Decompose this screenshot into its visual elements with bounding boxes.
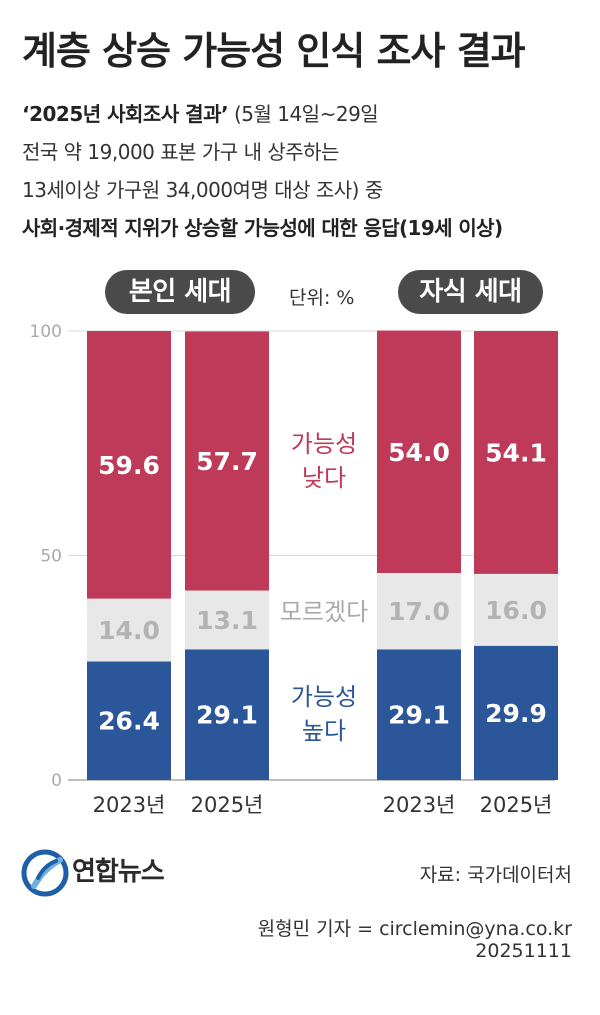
data-label: 16.0 [485,596,547,625]
bar-segment [377,330,461,574]
x-tick-label: 2023년 [383,793,456,817]
page-title: 계층 상승 가능성 인식 조사 결과 [22,29,526,73]
y-tick-label: 50 [40,547,62,567]
legend-high-line2: 높다 [302,717,346,745]
bar-segment [474,331,558,574]
bar-segment [185,649,269,780]
logo-text: 연합뉴스 [72,857,165,887]
y-tick-label: 100 [30,322,62,342]
bar-segment [377,573,461,650]
data-source: 자료: 국가데이터처 [419,864,572,886]
bar-segment [474,573,558,646]
legend-low-line1: 가능성 [291,430,357,458]
bar-segment [185,331,269,591]
data-label: 14.0 [98,616,160,645]
legend-high-line1: 가능성 [291,683,357,711]
bar-segment [185,590,269,650]
data-label: 54.0 [388,438,450,467]
data-label: 29.1 [196,701,258,730]
reporter-credit: 원형민 기자 = circlemin@yna.co.kr [257,918,572,940]
data-label: 57.7 [196,447,258,476]
group-label-self: 본인 세대 [105,270,255,314]
group-label-children: 자식 세대 [398,270,543,314]
source-line-2: 전국 약 19,000 표본 가구 내 상주하는 [22,140,339,164]
x-tick-label: 2025년 [480,793,553,817]
data-label: 13.1 [196,606,258,635]
chart-subtitle: 사회·경제적 지위가 상승할 가능성에 대한 응답(19세 이상) [22,216,503,240]
publish-date: 20251111 [475,940,572,962]
yonhap-logo-icon [21,849,69,897]
data-label: 17.0 [388,597,450,626]
data-label: 29.9 [485,699,547,728]
legend-low-line2: 낮다 [302,464,346,492]
data-label: 26.4 [98,707,160,736]
x-tick-label: 2023년 [93,793,166,817]
source-line-1: ‘2025년 사회조사 결과’ (5월 14일~29일 [22,98,379,127]
bar-segment [474,645,558,780]
data-label: 29.1 [388,701,450,730]
x-tick-label: 2025년 [191,793,264,817]
bar-segment [87,661,171,780]
survey-period: (5월 14일~29일 [228,102,379,126]
data-label: 59.6 [98,451,160,480]
bar-segment [87,598,171,662]
y-tick-label: 0 [51,771,62,791]
bar-segment [87,331,171,599]
legend-unknown: 모르겠다 [280,598,368,626]
source-line-3: 13세이상 가구원 34,000여명 대상 조사) 중 [22,178,383,202]
bars: 26.4 14.0 59.6 2023년 29.1 13.1 57.7 2025년 29.1 17… [87,330,558,817]
data-label: 54.1 [485,438,547,467]
survey-name: ‘2025년 사회조사 결과’ [22,102,229,126]
unit-label: 단위: % [289,287,355,309]
bar-segment [377,649,461,780]
